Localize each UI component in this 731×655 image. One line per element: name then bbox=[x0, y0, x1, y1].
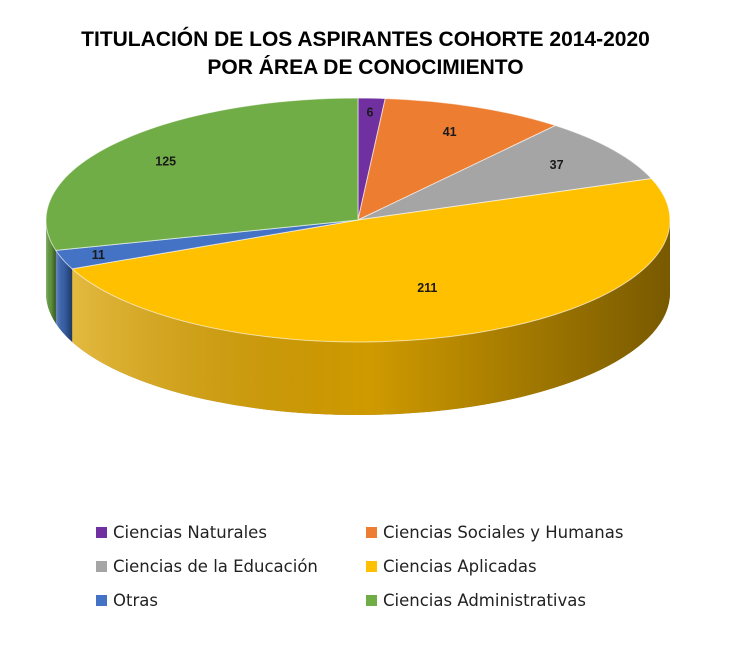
legend-label: Ciencias Aplicadas bbox=[383, 556, 537, 576]
pie-slice-ciencias-aplicadas bbox=[70, 178, 671, 343]
pie-side-ciencias-aplicadas bbox=[72, 220, 671, 415]
data-label-ciencias-naturales: 6 bbox=[367, 106, 374, 120]
pie-slice-ciencias-administrativas bbox=[45, 97, 359, 251]
legend-swatch bbox=[96, 594, 107, 606]
legend-item-ciencias-de-la-educacion: Ciencias de la Educación bbox=[96, 552, 318, 580]
data-label-ciencias-administrativas: 125 bbox=[155, 155, 176, 169]
pie-side-otras bbox=[55, 250, 73, 342]
legend-swatch bbox=[96, 526, 107, 538]
legend-label: Ciencias Administrativas bbox=[383, 590, 586, 610]
legend-item-ciencias-administrativas: Ciencias Administrativas bbox=[366, 586, 586, 614]
chart-title: TITULACIÓN DE LOS ASPIRANTES COHORTE 201… bbox=[0, 26, 731, 82]
legend-item-otras: Otras bbox=[96, 586, 158, 614]
legend-label: Otras bbox=[113, 590, 158, 610]
chart-title-line-1: TITULACIÓN DE LOS ASPIRANTES COHORTE 201… bbox=[81, 28, 650, 51]
pie-slice-ciencias-de-la-educacion bbox=[357, 124, 653, 221]
data-label-otras: 11 bbox=[92, 248, 105, 262]
pie-sides bbox=[46, 220, 671, 415]
pie-side-ciencias-administrativas bbox=[46, 220, 56, 324]
chart-title-line-2: POR ÁREA DE CONOCIMIENTO bbox=[207, 56, 524, 79]
legend-swatch bbox=[366, 594, 377, 606]
legend-swatch bbox=[366, 560, 377, 572]
pie-side-shade bbox=[46, 220, 56, 324]
legend-label: Ciencias Naturales bbox=[113, 522, 267, 542]
pie-top bbox=[45, 97, 671, 343]
pie-slice-ciencias-sociales-y-humanas bbox=[357, 97, 557, 221]
legend-item-ciencias-naturales: Ciencias Naturales bbox=[96, 518, 267, 546]
legend-item-ciencias-aplicadas: Ciencias Aplicadas bbox=[366, 552, 537, 580]
legend-label: Ciencias Sociales y Humanas bbox=[383, 522, 624, 542]
legend-swatch bbox=[366, 526, 377, 538]
pie-side-shade bbox=[72, 220, 671, 415]
pie-side-shade bbox=[55, 250, 73, 342]
legend-label: Ciencias de la Educación bbox=[113, 556, 318, 576]
data-label-ciencias-aplicadas: 211 bbox=[417, 281, 437, 295]
legend-item-ciencias-sociales-y-humanas: Ciencias Sociales y Humanas bbox=[366, 518, 623, 546]
data-label-ciencias-de-la-educacion: 37 bbox=[550, 158, 564, 172]
pie-labels: 6 41 37 211 11 125 bbox=[92, 106, 564, 295]
data-label-ciencias-sociales-y-humanas: 41 bbox=[443, 125, 457, 139]
legend-swatch bbox=[96, 560, 107, 572]
